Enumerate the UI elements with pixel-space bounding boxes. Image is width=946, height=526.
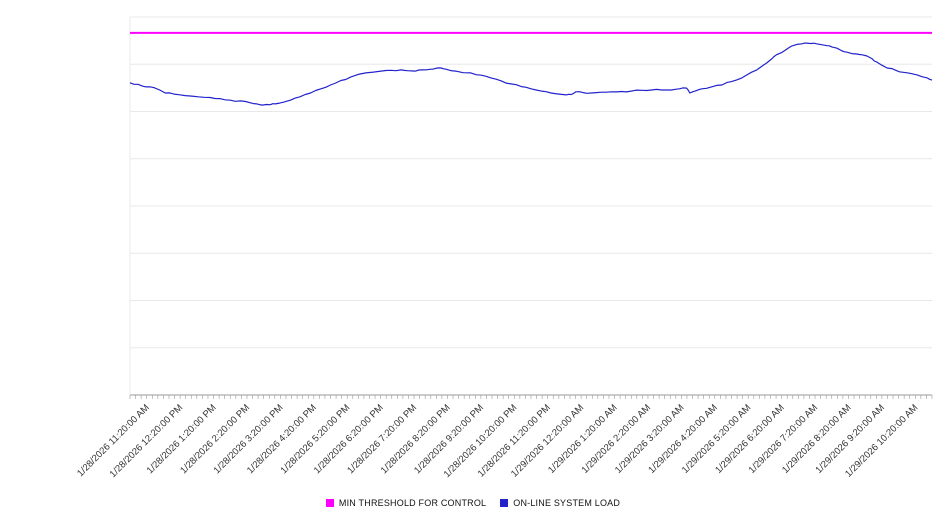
legend-item-system-load: ON-LINE SYSTEM LOAD xyxy=(500,498,620,508)
system-load-swatch-icon xyxy=(500,499,509,507)
legend-label-min-threshold: MIN THRESHOLD FOR CONTROL xyxy=(338,498,487,508)
legend-item-min-threshold: MIN THRESHOLD FOR CONTROL xyxy=(325,498,487,508)
line-chart: 1/28/2026 11:20:00 AM1/28/2026 12:20:00 … xyxy=(75,16,933,480)
min-threshold-swatch-icon xyxy=(325,499,334,507)
legend-label-system-load: ON-LINE SYSTEM LOAD xyxy=(513,498,621,508)
chart-legend: MIN THRESHOLD FOR CONTROL ON-LINE SYSTEM… xyxy=(0,498,946,508)
